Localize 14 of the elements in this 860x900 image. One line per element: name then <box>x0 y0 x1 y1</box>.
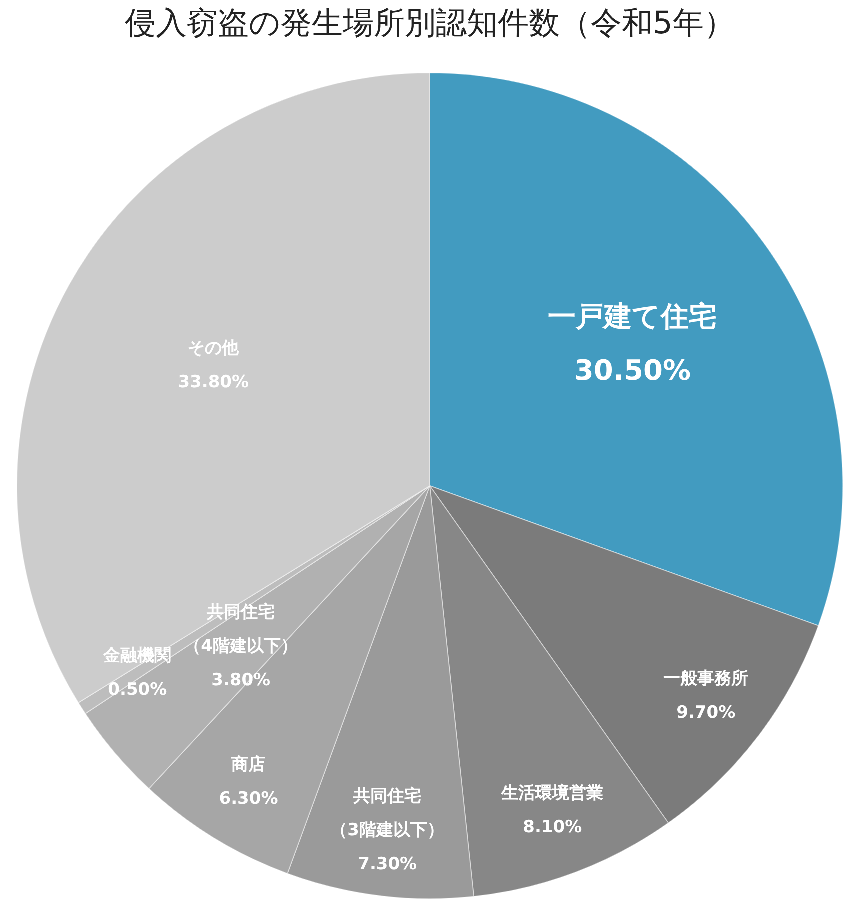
data-label: 30.50% <box>574 354 692 388</box>
slice-label: 一般事務所 <box>664 669 749 690</box>
slice-label: 共同住宅（3階建以下） <box>330 786 445 840</box>
data-label: 0.50% <box>108 680 168 700</box>
data-label: 7.30% <box>358 854 418 874</box>
data-label: 8.10% <box>523 818 582 838</box>
slice-label: 生活環境営業 <box>500 784 604 804</box>
slice-label: 一戸建て住宅 <box>548 300 718 334</box>
slice-label: 共同住宅（4階建以下） <box>184 602 298 656</box>
data-label: 9.70% <box>676 703 736 724</box>
chart-title: 侵入窃盗の発生場所別認知件数（令和5年） <box>125 6 735 42</box>
data-label: 6.30% <box>219 788 278 809</box>
slice-label: 商店 <box>230 754 266 775</box>
data-label: 3.80% <box>212 670 271 690</box>
